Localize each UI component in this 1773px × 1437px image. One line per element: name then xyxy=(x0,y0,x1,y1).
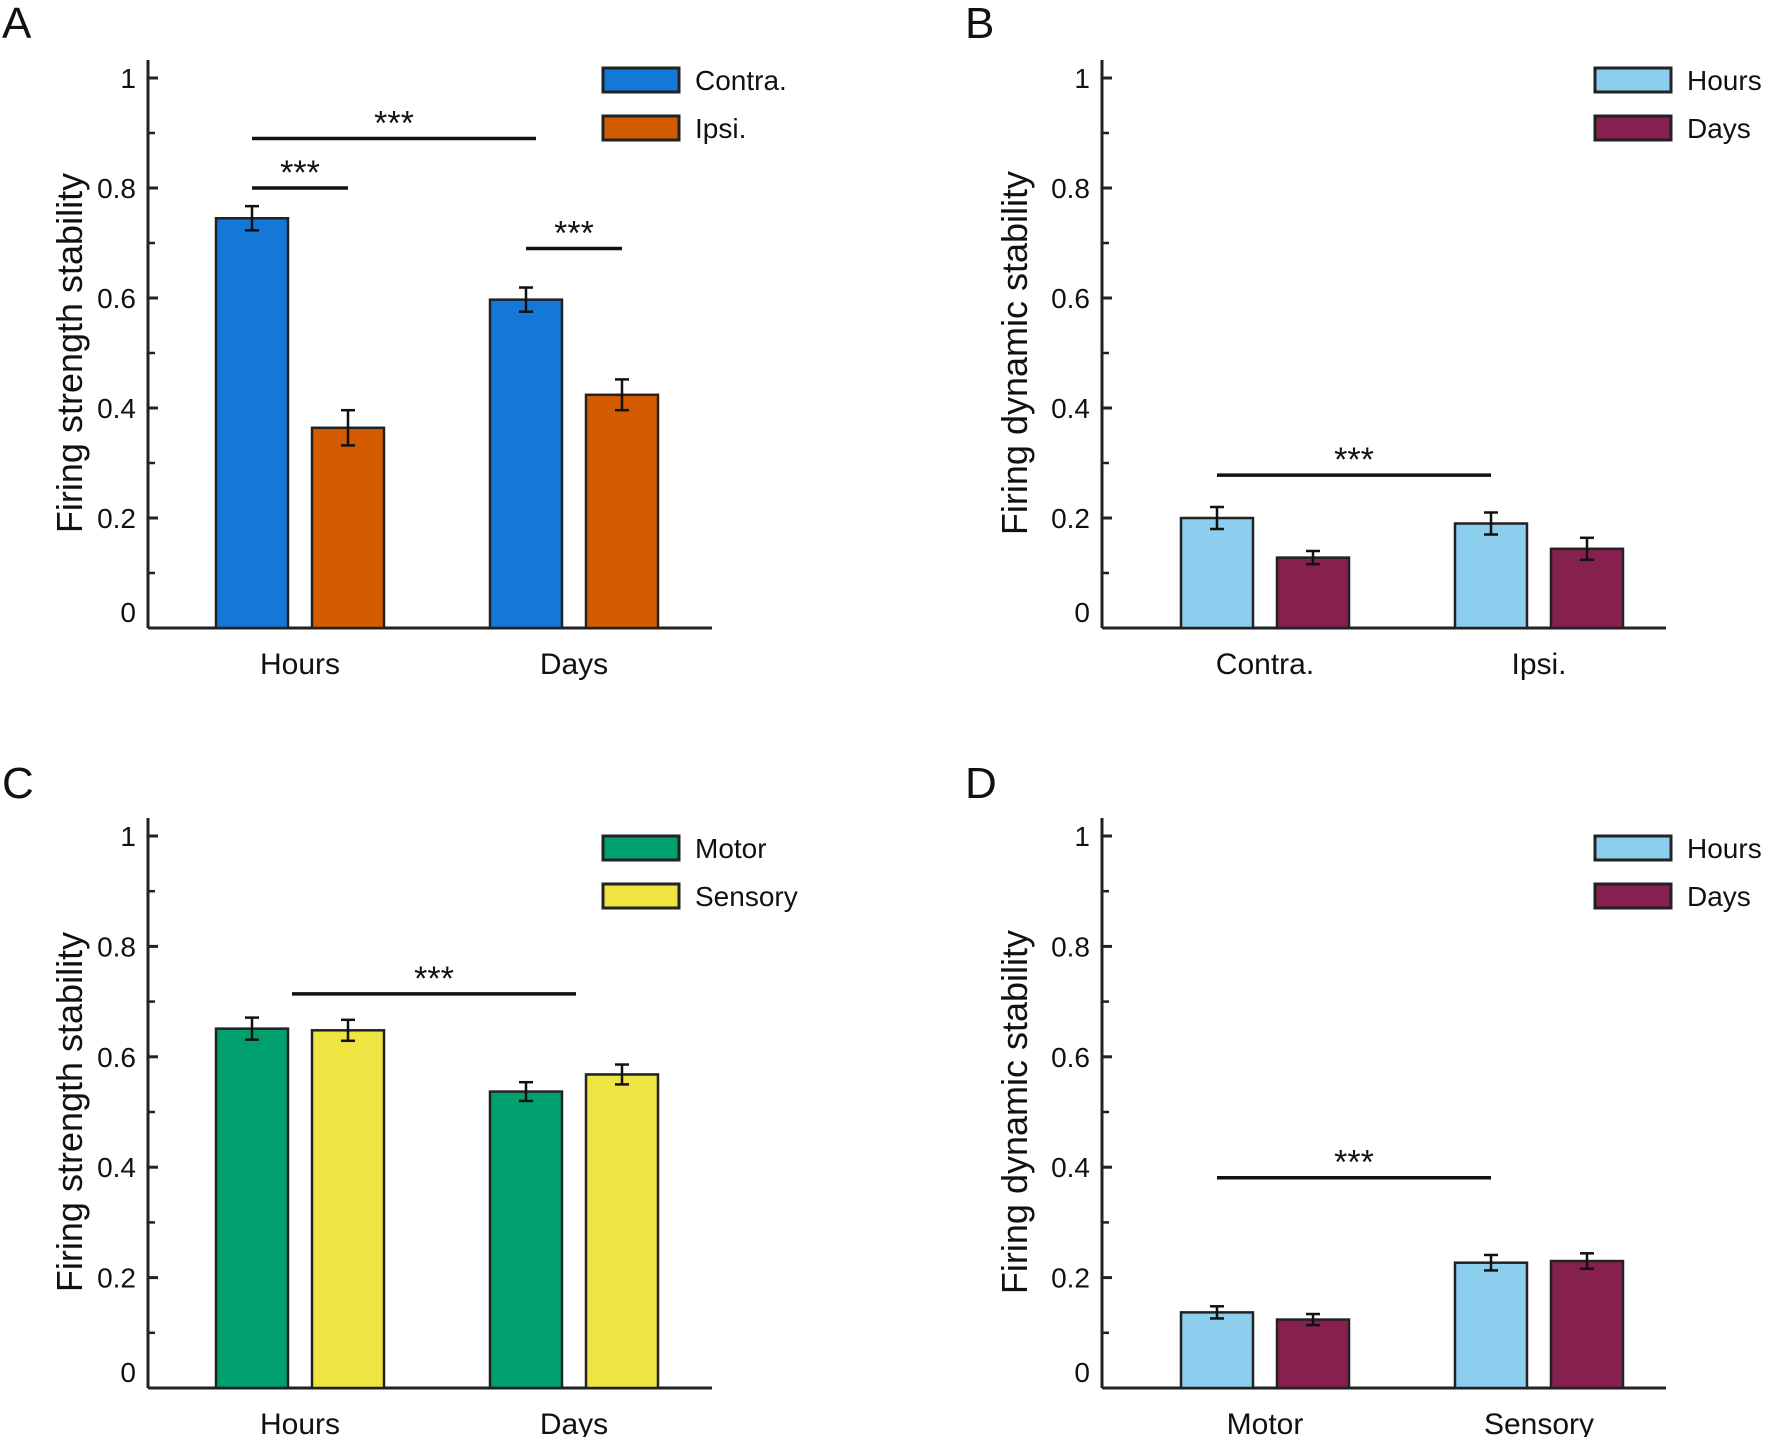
bar-contra-1 xyxy=(488,298,564,630)
bar-hours-0 xyxy=(1179,516,1255,630)
y-tick-label: 0 xyxy=(120,1357,136,1388)
legend-swatch-hours xyxy=(1593,834,1673,862)
panel-letter: C xyxy=(2,759,34,808)
y-tick-label: 0 xyxy=(120,597,136,628)
legend-swatch-contra xyxy=(601,66,681,94)
x-tick-label: Days xyxy=(540,648,608,681)
bar-ipsi-1 xyxy=(584,393,660,630)
bar-days-0 xyxy=(1275,556,1351,630)
y-tick-label: 0.4 xyxy=(97,393,136,424)
y-tick-label: 0.2 xyxy=(97,503,136,534)
legend-label: Hours xyxy=(1687,65,1762,96)
bar-days-0 xyxy=(1275,1318,1351,1390)
x-tick-label: Days xyxy=(540,1408,608,1437)
x-tick-label: Contra. xyxy=(1216,648,1314,681)
bar-days-1 xyxy=(1549,547,1625,630)
legend-label: Days xyxy=(1687,113,1751,144)
y-tick-label: 0 xyxy=(1074,1357,1090,1388)
legend-label: Sensory xyxy=(695,881,798,912)
panel-B: B 0 0.2 0.4 0.6 0.8 1 Firing dynamic stability C… xyxy=(965,0,1762,681)
significance-label: *** xyxy=(414,960,454,998)
significance-label: *** xyxy=(1334,441,1374,479)
y-axis-label: Firing dynamic stability xyxy=(994,930,1035,1294)
y-tick-label: 1 xyxy=(120,821,136,852)
bar-motor-1 xyxy=(488,1090,564,1390)
bar-hours-1 xyxy=(1453,522,1529,630)
legend-label: Days xyxy=(1687,881,1751,912)
significance-label: *** xyxy=(280,154,320,192)
bar-sensory-1 xyxy=(584,1073,660,1390)
y-tick-label: 1 xyxy=(120,63,136,94)
y-tick-label: 0.6 xyxy=(1051,283,1090,314)
y-tick-label: 0.2 xyxy=(1051,503,1090,534)
bar-motor-0 xyxy=(214,1027,290,1390)
y-tick-label: 0.4 xyxy=(1051,1152,1090,1183)
legend-label: Contra. xyxy=(695,65,787,96)
y-tick-label: 0.2 xyxy=(97,1263,136,1294)
legend-swatch-days xyxy=(1593,114,1673,142)
bar-hours-0 xyxy=(1179,1311,1255,1390)
panel-letter: A xyxy=(2,0,32,48)
y-tick-label: 0.8 xyxy=(1051,931,1090,962)
y-axis-label: Firing strength stability xyxy=(49,173,90,533)
panel-letter: D xyxy=(965,759,997,808)
panel-letter: B xyxy=(965,0,994,48)
y-tick-label: 0.8 xyxy=(97,931,136,962)
y-axis-label: Firing dynamic stability xyxy=(994,171,1035,535)
significance-label: *** xyxy=(1334,1144,1374,1182)
legend-swatch-sensory xyxy=(601,882,681,910)
significance-label: *** xyxy=(554,215,594,253)
bar-sensory-0 xyxy=(310,1029,386,1390)
legend-label: Hours xyxy=(1687,833,1762,864)
panel-C: C 0 0.2 0.4 0.6 0.8 1 Firing strength stability… xyxy=(2,759,798,1437)
legend-swatch-motor xyxy=(601,834,681,862)
y-tick-label: 0.8 xyxy=(97,173,136,204)
legend-swatch-ipsi xyxy=(601,114,681,142)
y-tick-label: 0 xyxy=(1074,597,1090,628)
significance-label: *** xyxy=(374,105,414,143)
y-axis-label: Firing strength stability xyxy=(49,932,90,1292)
x-tick-label: Hours xyxy=(260,1408,340,1437)
y-tick-label: 0.4 xyxy=(97,1152,136,1183)
y-tick-label: 0.6 xyxy=(1051,1042,1090,1073)
legend-label: Ipsi. xyxy=(695,113,746,144)
x-tick-label: Motor xyxy=(1227,1408,1304,1437)
x-tick-label: Hours xyxy=(260,648,340,681)
y-tick-label: 0.4 xyxy=(1051,393,1090,424)
y-tick-label: 0.6 xyxy=(97,1042,136,1073)
panel-D: D 0 0.2 0.4 0.6 0.8 1 Firing dynamic stability M… xyxy=(965,759,1762,1437)
y-tick-label: 0.6 xyxy=(97,283,136,314)
bar-contra-0 xyxy=(214,217,290,630)
bar-days-1 xyxy=(1549,1259,1625,1390)
y-tick-label: 1 xyxy=(1074,63,1090,94)
legend-swatch-days xyxy=(1593,882,1673,910)
legend-swatch-hours xyxy=(1593,66,1673,94)
panel-A: A 0 0.2 0.4 0.6 0.8 1 Firing strength stability… xyxy=(2,0,787,681)
bar-ipsi-0 xyxy=(310,426,386,630)
legend-label: Motor xyxy=(695,833,767,864)
x-tick-label: Sensory xyxy=(1484,1408,1594,1437)
bar-hours-1 xyxy=(1453,1261,1529,1390)
y-tick-label: 0.2 xyxy=(1051,1263,1090,1294)
y-tick-label: 0.8 xyxy=(1051,173,1090,204)
y-tick-label: 1 xyxy=(1074,821,1090,852)
x-tick-label: Ipsi. xyxy=(1511,648,1566,681)
